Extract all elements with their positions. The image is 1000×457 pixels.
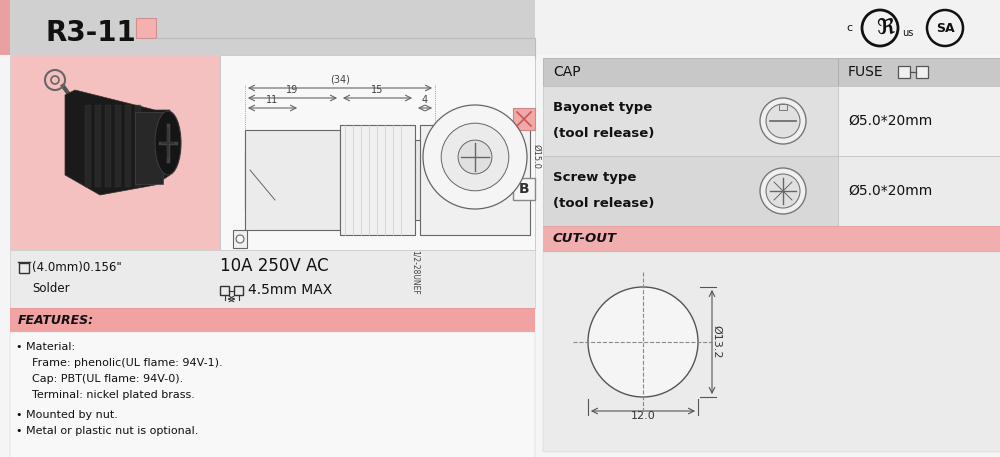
Ellipse shape — [236, 235, 244, 243]
Ellipse shape — [766, 174, 800, 208]
Ellipse shape — [760, 168, 806, 214]
Text: Solder: Solder — [32, 282, 70, 294]
Text: Screw type: Screw type — [553, 171, 636, 185]
Text: 1/2-28UNEF: 1/2-28UNEF — [411, 250, 420, 295]
Bar — [10, 332, 535, 457]
Text: R3-11: R3-11 — [45, 19, 136, 47]
Bar — [136, 18, 156, 38]
Text: Ø5.0*20mm: Ø5.0*20mm — [848, 114, 932, 128]
Bar — [234, 286, 243, 295]
Bar — [513, 178, 535, 200]
Bar — [135, 105, 141, 187]
Text: 10A 250V AC: 10A 250V AC — [220, 257, 329, 275]
Text: • Metal or plastic nut is optional.: • Metal or plastic nut is optional. — [16, 426, 198, 436]
Ellipse shape — [458, 140, 492, 174]
Bar — [543, 86, 838, 156]
Bar — [245, 130, 340, 230]
Bar — [220, 286, 229, 295]
Bar — [543, 226, 1000, 252]
Text: Frame: phenolic(UL flame: 94V-1).: Frame: phenolic(UL flame: 94V-1). — [32, 358, 223, 368]
Text: Terminal: nickel plated brass.: Terminal: nickel plated brass. — [32, 390, 195, 400]
Text: B: B — [519, 182, 529, 196]
Bar — [898, 66, 910, 78]
Bar — [115, 105, 121, 187]
Text: Cap: PBT(UL flame: 94V-0).: Cap: PBT(UL flame: 94V-0). — [32, 374, 183, 384]
Bar — [535, 55, 1000, 457]
Bar — [838, 156, 1000, 226]
Bar — [10, 308, 535, 332]
Text: c: c — [846, 23, 852, 33]
Ellipse shape — [423, 105, 527, 209]
Bar — [838, 58, 1000, 86]
Ellipse shape — [155, 111, 181, 175]
Text: CUT-OUT: CUT-OUT — [553, 233, 617, 245]
Text: 19: 19 — [286, 85, 299, 95]
Text: • Mounted by nut.: • Mounted by nut. — [16, 410, 118, 420]
Bar — [245, 150, 300, 210]
Text: Ø5.0*20mm: Ø5.0*20mm — [848, 184, 932, 198]
Bar — [916, 66, 928, 78]
Ellipse shape — [760, 98, 806, 144]
Bar — [135, 112, 163, 184]
Text: SA: SA — [936, 21, 954, 34]
Text: Ø15.0: Ø15.0 — [532, 144, 541, 170]
Bar — [415, 140, 435, 220]
Bar — [10, 0, 535, 55]
Text: us: us — [902, 28, 913, 38]
Bar — [838, 86, 1000, 156]
Ellipse shape — [766, 104, 800, 138]
Text: • Material:: • Material: — [16, 342, 75, 352]
Bar — [85, 105, 91, 187]
Text: 15: 15 — [371, 85, 384, 95]
Text: 12.0: 12.0 — [631, 411, 655, 421]
Text: Bayonet type: Bayonet type — [553, 101, 652, 115]
Text: ℜ: ℜ — [876, 18, 894, 38]
Bar — [10, 250, 535, 308]
Bar — [19, 263, 29, 273]
Text: FEATURES:: FEATURES: — [18, 314, 94, 326]
Bar — [513, 108, 535, 130]
Bar — [0, 0, 10, 55]
Text: (tool release): (tool release) — [553, 197, 654, 211]
Text: FUSE: FUSE — [848, 65, 884, 79]
Bar — [0, 0, 535, 457]
Bar — [95, 105, 101, 187]
Bar — [340, 125, 415, 235]
Bar — [543, 156, 838, 226]
Bar — [125, 105, 131, 187]
Bar — [10, 55, 220, 250]
Polygon shape — [65, 90, 170, 195]
Ellipse shape — [441, 123, 509, 191]
Text: 4: 4 — [422, 95, 428, 105]
Bar — [543, 58, 838, 86]
Bar — [420, 125, 530, 235]
Text: (4.0mm)0.156": (4.0mm)0.156" — [32, 260, 122, 273]
Text: 4.5mm MAX: 4.5mm MAX — [248, 283, 332, 298]
Bar — [779, 104, 787, 110]
Bar — [543, 252, 1000, 452]
Text: (tool release): (tool release) — [553, 128, 654, 140]
Bar — [105, 105, 111, 187]
Text: CAP: CAP — [553, 65, 581, 79]
Text: Ø13.2: Ø13.2 — [712, 325, 722, 359]
Text: 11: 11 — [266, 95, 279, 105]
Ellipse shape — [588, 287, 698, 397]
Bar — [220, 55, 535, 250]
Text: (34): (34) — [330, 75, 350, 85]
Bar — [233, 230, 247, 248]
